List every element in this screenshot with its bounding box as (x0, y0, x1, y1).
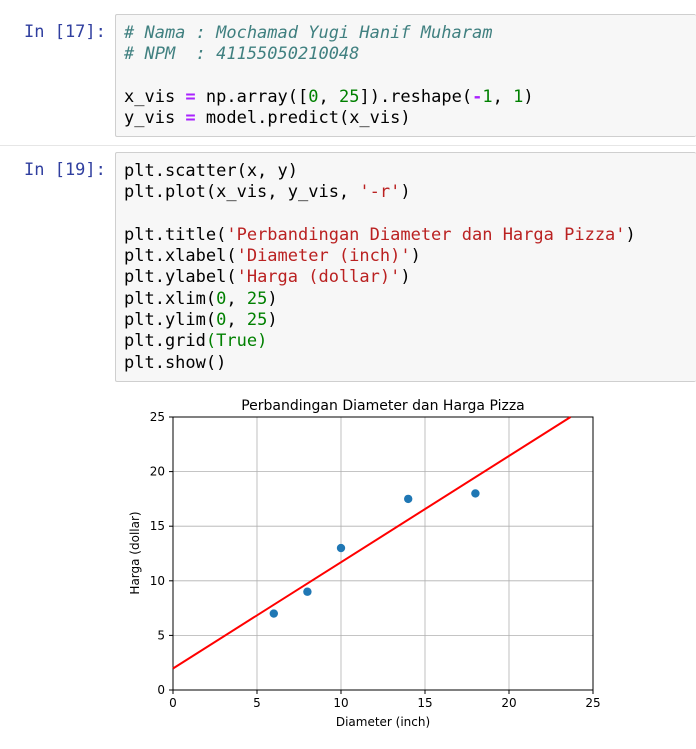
code-token: plt.show() (124, 352, 227, 373)
y-tick-label: 0 (157, 683, 165, 697)
code-editor[interactable]: plt.scatter(x, y) plt.plot(x_vis, y_vis, … (124, 161, 636, 374)
code-token: = (185, 108, 196, 129)
code-token: '-r' (359, 182, 401, 203)
scatter-point (269, 609, 278, 618)
code-token: 0 (308, 86, 319, 107)
code-token: 'Diameter (inch)' (236, 246, 411, 267)
x-tick-label: 20 (501, 696, 516, 710)
y-axis-label: Harga (dollar) (128, 511, 142, 594)
code-token: plt.scatter(x, y) (124, 161, 298, 181)
chart-grid (172, 416, 594, 691)
code-token: ) (400, 182, 411, 203)
code-token: ) (400, 267, 411, 288)
y-tick-label: 20 (150, 465, 165, 479)
x-tick-label: 25 (585, 696, 600, 710)
y-tick-label: 25 (150, 410, 165, 424)
regression-line (172, 416, 572, 670)
code-token: (True) (205, 331, 268, 352)
code-token: # Nama : Mochamad Yugi Hanif Muharam (124, 23, 493, 43)
code-token: np.array([ (195, 86, 309, 107)
cell-prompt: In [17]: (24, 22, 106, 42)
code-token: ]).reshape( (359, 86, 473, 107)
code-token: 0 (216, 288, 227, 309)
code-token: plt.xlim( (124, 288, 217, 309)
code-token: 25 (246, 310, 268, 331)
code-line (124, 204, 636, 225)
code-token: , (492, 86, 514, 107)
code-token: plt.ylim( (124, 310, 217, 331)
code-token: # NPM : 41155050210048 (124, 44, 360, 65)
code-line: plt.plot(x_vis, y_vis, '-r') (124, 182, 636, 203)
code-token: plt.title( (124, 224, 227, 245)
code-token: ) (267, 288, 278, 309)
code-token: y_vis (124, 108, 186, 129)
code-token: model.predict(x_vis) (195, 108, 411, 129)
code-token: 0 (216, 310, 227, 331)
code-line (124, 66, 534, 87)
y-tick-label: 10 (150, 574, 165, 588)
code-editor[interactable]: # Nama : Mochamad Yugi Hanif Muharam # NP… (124, 23, 534, 129)
code-token: 1 (482, 86, 493, 107)
code-line: plt.grid(True) (124, 331, 636, 352)
code-line: plt.scatter(x, y) (124, 161, 636, 182)
axis-ticks: 0 5 10 15 20 25 0 5 10 15 20 25 (150, 410, 601, 710)
code-token: x_vis (124, 86, 186, 107)
plot-frame (172, 416, 594, 691)
code-token: 1 (513, 86, 524, 107)
x-tick-label: 15 (417, 696, 432, 710)
code-cell-17[interactable]: In [17]: # Nama : Mochamad Yugi Hanif Mu… (0, 14, 696, 138)
code-token: plt.plot(x_vis, y_vis, (124, 182, 360, 203)
code-token: 'Harga (dollar)' (236, 267, 401, 288)
x-tick-label: 10 (333, 696, 348, 710)
code-token: 25 (339, 86, 360, 107)
code-line: plt.ylabel('Harga (dollar)') (124, 267, 636, 288)
x-tick-label: 5 (253, 696, 261, 710)
code-token: ) (625, 224, 636, 245)
data-points (269, 489, 480, 618)
scatter-plot-output: 0 5 10 15 20 25 0 5 10 15 20 25 Perbandingan Diamet… (128, 398, 601, 729)
code-line: plt.title('Perbandingan Diameter dan Har… (124, 225, 636, 246)
cell-prompt: In [19]: (24, 160, 106, 180)
code-input-area[interactable]: plt.scatter(x, y) plt.plot(x_vis, y_vis, … (115, 152, 696, 382)
scatter-point (303, 587, 312, 596)
code-input-area[interactable]: # Nama : Mochamad Yugi Hanif Muharam # NP… (115, 14, 696, 137)
code-line: plt.show() (124, 353, 636, 374)
code-token: , (226, 288, 247, 309)
y-tick-label: 15 (150, 519, 165, 533)
code-token: = (185, 86, 196, 107)
code-token: ) (410, 246, 421, 267)
code-line: # NPM : 41155050210048 (124, 44, 534, 65)
code-line: plt.xlabel('Diameter (inch)') (124, 246, 636, 267)
code-token: ) (267, 310, 278, 331)
x-axis-label: Diameter (inch) (336, 715, 430, 729)
cell-separator (0, 145, 696, 146)
scatter-point (336, 543, 346, 553)
code-line: x_vis = np.array([0, 25]).reshape(-1, 1) (124, 87, 534, 108)
scatter-point (404, 494, 413, 504)
code-token: plt.ylabel( (124, 267, 237, 288)
code-token: - (472, 86, 483, 107)
code-token: ) (523, 86, 534, 107)
scatter-point (471, 489, 480, 498)
code-token: plt.xlabel( (124, 246, 237, 267)
code-token: , (318, 86, 339, 107)
code-cell-19[interactable]: In [19]: plt.scatter(x, y) plt.plot(x_vis… (0, 152, 696, 382)
x-tick-label: 0 (169, 696, 177, 710)
code-token: 'Perbandingan Diameter dan Harga Pizza' (226, 224, 626, 245)
chart-title: Perbandingan Diameter dan Harga Pizza (241, 398, 525, 414)
code-token: 25 (246, 288, 268, 309)
code-token: , (226, 310, 247, 331)
code-token: plt.grid (124, 331, 206, 352)
y-tick-label: 5 (157, 628, 165, 642)
code-line: plt.ylim(0, 25) (124, 310, 636, 331)
code-line: plt.xlim(0, 25) (124, 289, 636, 310)
code-line: y_vis = model.predict(x_vis) (124, 108, 534, 129)
code-line: # Nama : Mochamad Yugi Hanif Muharam (124, 23, 534, 44)
